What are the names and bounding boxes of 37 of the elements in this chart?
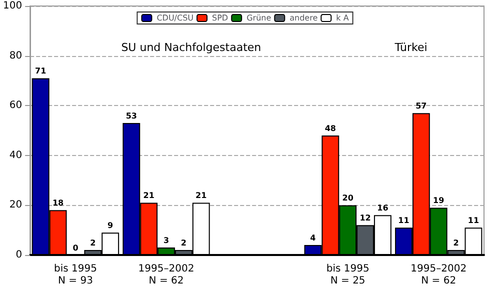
data-label: 2 (453, 238, 459, 248)
data-label: 48 (324, 124, 336, 133)
data-label: 20 (342, 194, 354, 203)
data-label: 3 (163, 236, 170, 246)
legend-label: andere (290, 14, 318, 22)
data-label: 4 (310, 234, 316, 243)
data-label: 21 (196, 191, 208, 200)
legend-label: CDU/CSU (156, 14, 194, 22)
data-label: 71 (35, 66, 47, 76)
data-label: 53 (126, 112, 137, 121)
x-tick-label: 1995–2002 N = 62 (138, 264, 194, 286)
annotation: SU und Nachfolgestaaten (121, 41, 262, 54)
x-tick-label: bis 1995 N = 25 (326, 264, 370, 286)
data-label: 16 (377, 204, 389, 213)
legend-label: Grüne (246, 14, 272, 22)
data-label: 12 (360, 214, 371, 223)
y-tick-label: 60 (9, 100, 22, 112)
data-label: 0 (72, 244, 79, 252)
data-label: 57 (416, 102, 427, 111)
legend-label: SPD (212, 14, 228, 22)
data-label: 11 (468, 216, 480, 226)
y-tick-label: 20 (9, 200, 22, 211)
annotation: Türkei (394, 41, 428, 54)
y-tick-label: 0 (16, 250, 22, 260)
data-label: 9 (108, 221, 114, 230)
data-label: 2 (180, 238, 186, 248)
x-tick-label: bis 1995 N = 93 (54, 264, 97, 286)
y-tick-label: 80 (9, 50, 22, 62)
y-tick-label: 40 (9, 150, 22, 161)
data-label: 18 (52, 198, 64, 208)
data-label: 2 (90, 238, 96, 248)
y-tick-label: 100 (2, 0, 22, 12)
x-tick-label: 1995–2002 N = 62 (410, 264, 467, 286)
legend-label: k A (336, 14, 350, 22)
data-label: 21 (143, 191, 155, 200)
data-label: 11 (398, 216, 410, 226)
data-label: 19 (433, 196, 445, 206)
